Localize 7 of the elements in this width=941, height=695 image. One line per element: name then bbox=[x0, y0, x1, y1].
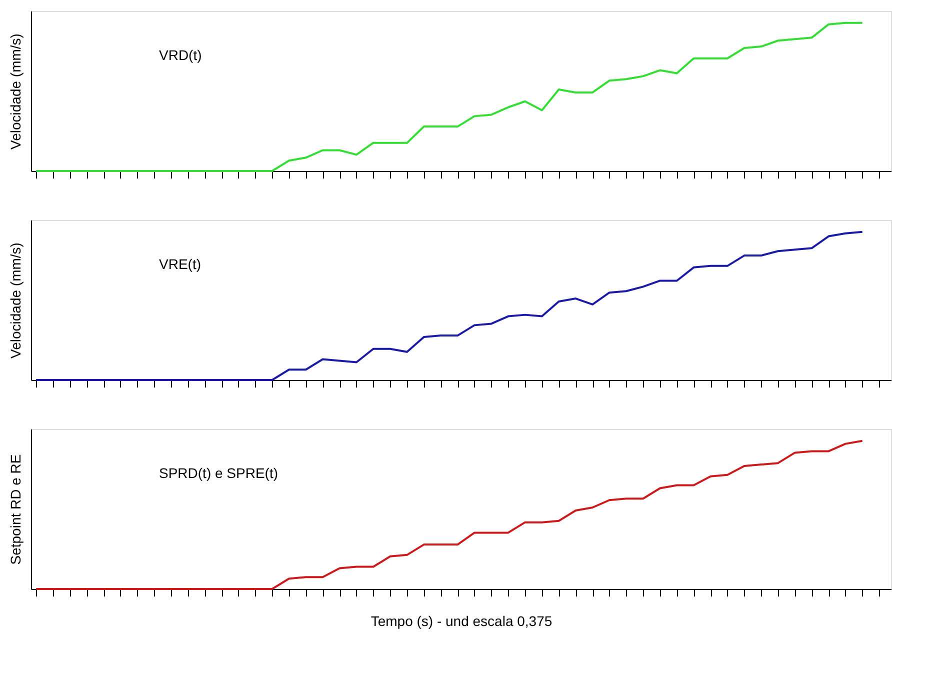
y-axis-title: Velocidade (mm/s) bbox=[8, 34, 24, 150]
text: VRE(t) bbox=[159, 256, 201, 272]
y-axis-title: Setpoint RD e RE bbox=[8, 454, 24, 565]
y-axis-title: Velocidade (mm/s) bbox=[8, 242, 24, 358]
text: VRD(t) bbox=[159, 47, 202, 63]
text: SPRD(t) e SPRE(t) bbox=[159, 465, 278, 481]
x-axis-title: Tempo (s) - und escala 0,375 bbox=[370, 613, 552, 629]
